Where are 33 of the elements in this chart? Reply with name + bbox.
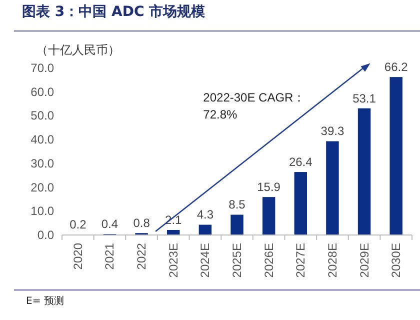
x-tick-label: 2030E	[389, 243, 404, 278]
x-tick-label: 2023E	[166, 243, 180, 278]
y-tick-label: 20.0	[30, 180, 54, 194]
data-label: 15.9	[257, 180, 281, 194]
data-label: 4.3	[196, 208, 214, 222]
data-label: 0.2	[70, 218, 87, 232]
x-tick-label: 2026E	[262, 243, 276, 278]
text: E= 预测	[26, 295, 64, 307]
y-axis-title: （十亿人民币）	[36, 43, 120, 57]
data-label: 26.4	[288, 155, 313, 170]
x-tick-label: 2021	[102, 242, 117, 270]
x-tick-label: 2027E	[294, 243, 308, 278]
y-tick-label: 30.0	[30, 156, 54, 170]
x-tick-label: 2025E	[230, 243, 244, 278]
x-tick-label: 2024E	[198, 243, 212, 278]
data-label: 8.5	[228, 198, 246, 212]
chart-title: 图表 3：中国 ADC 市场规模	[22, 3, 206, 20]
annotation: 2022-30E CAGR： 72.8%	[203, 90, 306, 122]
data-label: 0.4	[101, 217, 118, 232]
y-tick-label: 50.0	[30, 108, 54, 123]
data-label: 0.8	[133, 216, 150, 230]
data-label: 66.2	[384, 60, 408, 74]
x-tick-label: 2020	[70, 242, 85, 270]
data-label: 53.1	[352, 91, 376, 106]
y-tick-label: 60.0	[30, 84, 54, 99]
x-tick-label: 2029E	[357, 243, 372, 278]
y-tick-label: 10.0	[30, 204, 54, 218]
y-tick-label: 0.0	[37, 228, 54, 242]
y-tick-label: 70.0	[30, 61, 54, 75]
x-tick-label: 2028E	[325, 243, 340, 278]
y-tick-label: 40.0	[30, 132, 54, 147]
data-label: 39.3	[320, 124, 344, 138]
x-tick-label: 2022	[134, 242, 149, 270]
